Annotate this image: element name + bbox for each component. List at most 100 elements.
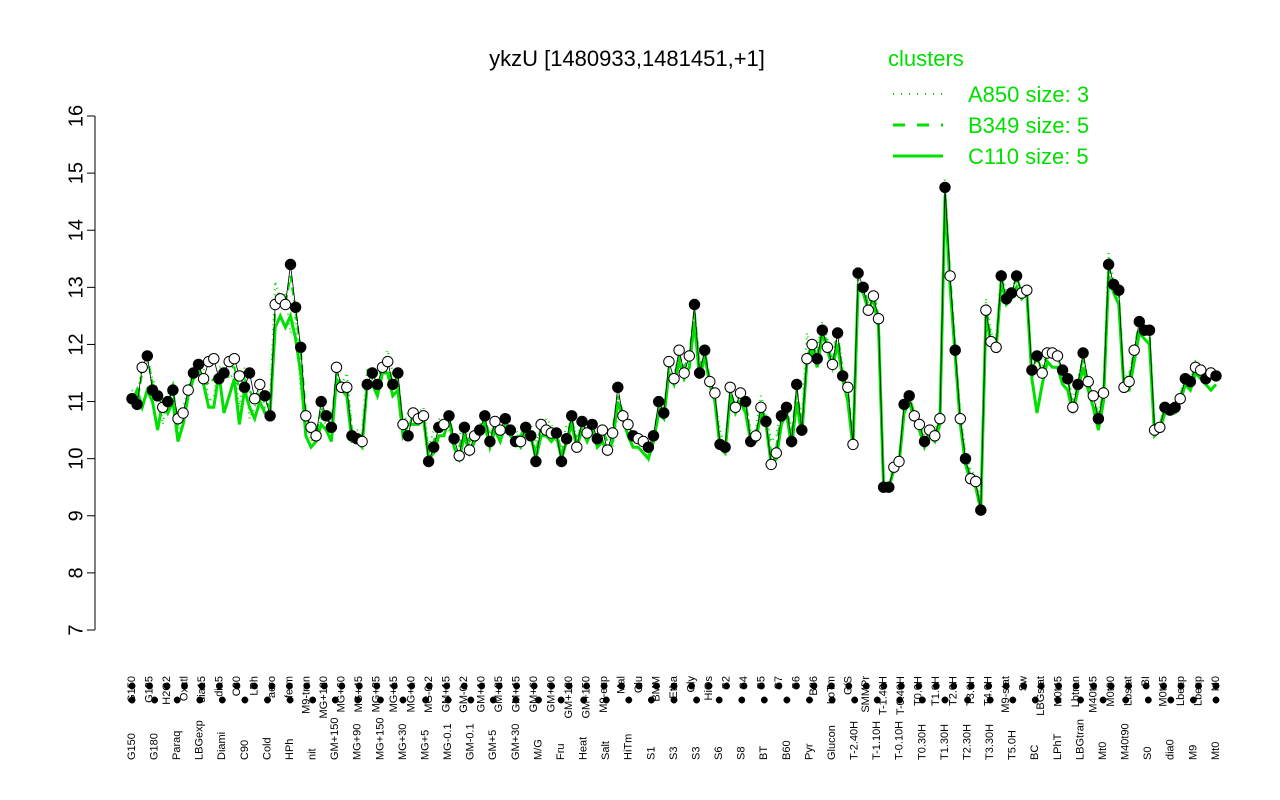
data-point (131, 398, 143, 411)
y-tick-label: 16 (65, 105, 87, 127)
x-label: H2O2 (161, 676, 173, 705)
x-label-marker (215, 682, 223, 690)
x-label-marker (181, 682, 188, 690)
data-point (678, 367, 690, 379)
x-label-marker (653, 682, 660, 690)
x-label: Mal (615, 676, 627, 694)
x-label-marker (1037, 682, 1045, 690)
data-point (402, 430, 414, 442)
data-point (387, 378, 399, 391)
data-point (233, 370, 246, 382)
x-label-marker (810, 682, 818, 690)
x-label-marker (828, 696, 836, 704)
data-point (760, 415, 772, 428)
x-label-marker (740, 682, 748, 690)
x-label: MG+90 (352, 724, 364, 760)
data-point (366, 367, 378, 379)
x-label: GM+10 (476, 676, 488, 712)
legend-title: clusters (888, 46, 964, 71)
data-point (1195, 364, 1207, 376)
x-label-marker (241, 696, 249, 704)
x-label: Heat (578, 737, 590, 760)
x-label: GM-0.2 (458, 676, 470, 713)
data-point (898, 398, 910, 411)
data-point (167, 384, 179, 396)
x-label-marker (460, 682, 468, 690)
x-axis-labels: G150 G135 H2O2 Oxctl dia15 dia5 C30 LPh aero ferm… (126, 675, 1222, 760)
data-point (382, 355, 394, 368)
x-label-marker (548, 682, 556, 690)
x-label: Lbstat (1123, 676, 1135, 706)
x-label-marker (408, 682, 416, 690)
data-point (484, 435, 496, 448)
x-label-marker (600, 682, 608, 690)
data-point (1062, 373, 1074, 385)
x-label-marker (932, 682, 940, 690)
x-label: G135 (143, 676, 155, 703)
data-point (458, 421, 471, 433)
x-label: SMMPr (860, 676, 872, 713)
x-label-marker (196, 696, 204, 704)
data-point (187, 367, 200, 379)
data-point (550, 427, 563, 439)
x-label-marker (625, 696, 633, 704)
data-point (295, 341, 307, 353)
data-point (504, 424, 517, 436)
x-label: MG+25 (371, 676, 383, 712)
x-label-marker (373, 682, 381, 690)
x-label: GM+30 (510, 724, 522, 760)
x-label-marker (602, 696, 610, 704)
data-point (371, 378, 384, 391)
x-label: GM+90 (546, 676, 558, 712)
data-point (842, 381, 854, 393)
x-label: G/S (843, 676, 855, 695)
data-point (494, 424, 506, 436)
x-label-marker (1031, 696, 1039, 704)
data-point (872, 313, 885, 325)
x-label-marker (583, 682, 591, 690)
data-point (847, 438, 859, 451)
data-point (801, 353, 813, 365)
data-point (305, 421, 317, 433)
x-label-marker (775, 682, 783, 690)
data-point (944, 270, 956, 282)
data-point (975, 504, 987, 516)
x-label-marker (618, 682, 625, 690)
data-point (775, 410, 788, 422)
data-point (934, 413, 946, 425)
data-point (709, 387, 721, 399)
x-label: LPh (248, 676, 260, 696)
x-label: LBGstat (1035, 676, 1047, 716)
data-point (734, 387, 747, 399)
x-label: dia5 (213, 676, 225, 697)
x-label-marker (495, 682, 503, 690)
data-point (177, 407, 189, 419)
chart-title: ykzU [1480933,1481451,+1] (489, 46, 765, 71)
x-label: LBGtran (1074, 719, 1086, 760)
x-label-marker (1077, 696, 1084, 704)
legend-label-b349: B349 size: 5 (968, 113, 1089, 138)
x-label-marker (557, 696, 565, 704)
data-point (448, 433, 460, 445)
x-label-marker (792, 682, 800, 690)
data-point (668, 373, 680, 385)
data-point (1102, 258, 1115, 271)
data-point (765, 458, 777, 471)
x-label-marker (693, 696, 701, 704)
x-label-marker (873, 696, 881, 704)
y-tick-label: 12 (65, 333, 87, 355)
data-point (1184, 375, 1197, 388)
data-point (780, 401, 793, 413)
x-label-marker (535, 696, 542, 704)
x-label-marker (489, 696, 497, 704)
data-point (1072, 378, 1084, 391)
data-point (300, 410, 312, 422)
x-label-marker (355, 682, 363, 690)
y-tick-label: 7 (65, 624, 87, 635)
x-label: T-1.40H (878, 676, 890, 715)
x-label-marker (1189, 696, 1197, 704)
x-label: T1.30H (939, 724, 951, 760)
data-point (1051, 350, 1064, 362)
data-point (647, 430, 660, 442)
y-axis: 7 8 9 10 11 12 13 14 15 16 (65, 105, 96, 636)
